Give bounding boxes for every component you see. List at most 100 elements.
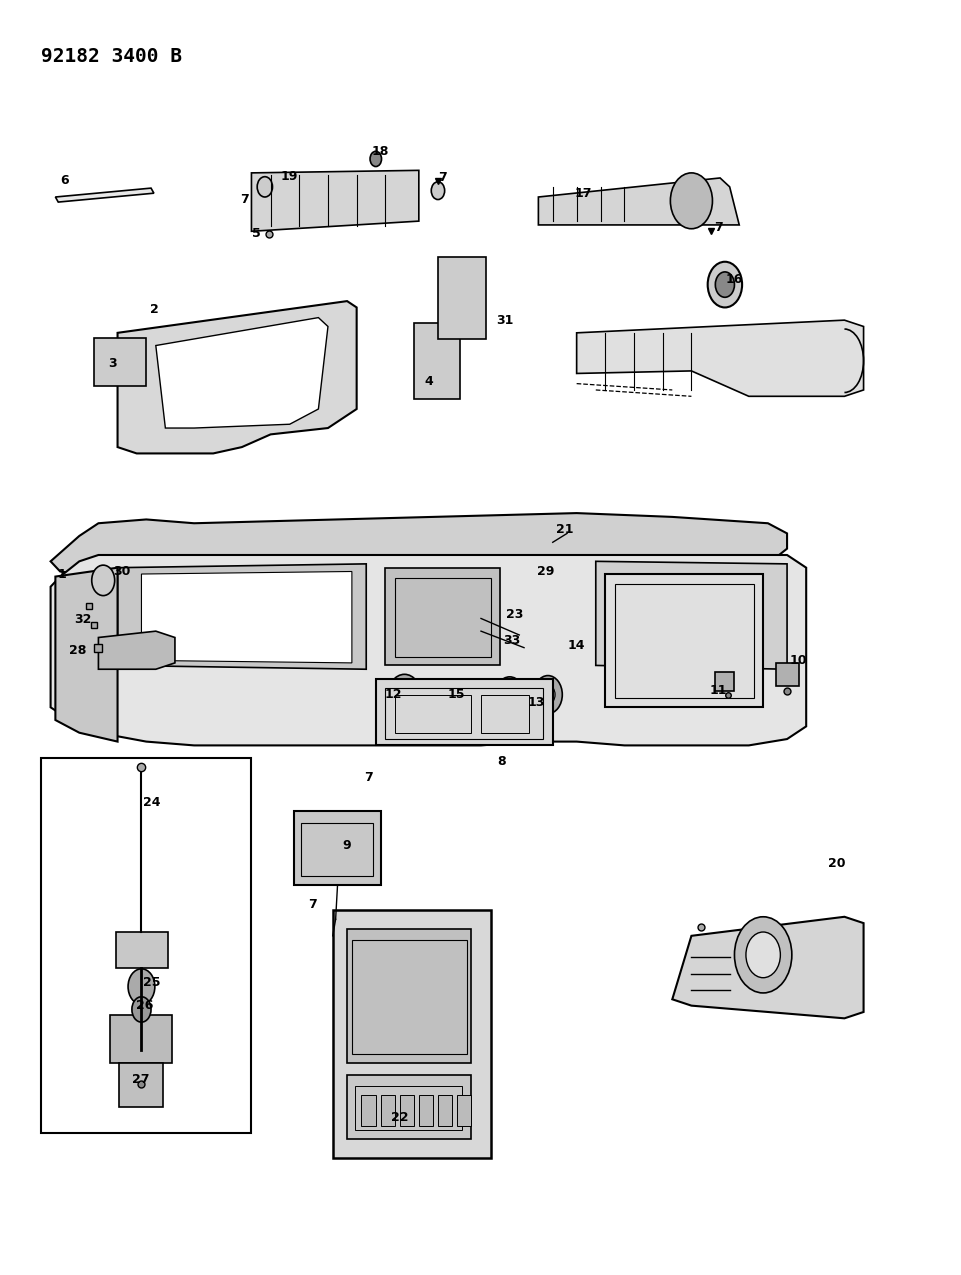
Circle shape (707, 261, 741, 307)
Bar (614, 584, 752, 699)
Text: 7: 7 (363, 770, 372, 784)
Polygon shape (156, 317, 328, 428)
Polygon shape (51, 513, 786, 576)
Polygon shape (385, 567, 500, 666)
Polygon shape (56, 189, 154, 201)
Bar (399, 1094, 413, 1126)
Bar (480, 695, 529, 733)
Polygon shape (117, 301, 357, 454)
Circle shape (670, 173, 712, 228)
Text: 1: 1 (58, 567, 66, 580)
Text: 19: 19 (281, 170, 298, 184)
Text: 6: 6 (61, 173, 69, 187)
Bar (413, 323, 459, 399)
Bar (333, 910, 490, 1158)
Text: 18: 18 (372, 145, 389, 158)
Bar (604, 574, 762, 708)
Circle shape (502, 687, 517, 708)
Text: 22: 22 (390, 1111, 408, 1123)
Text: 28: 28 (68, 644, 86, 657)
Bar (355, 1085, 461, 1130)
Text: 23: 23 (505, 608, 523, 621)
Circle shape (533, 676, 562, 714)
Text: 14: 14 (567, 639, 585, 652)
Circle shape (257, 177, 272, 198)
Bar (418, 1094, 432, 1126)
Circle shape (396, 686, 412, 709)
Text: 11: 11 (708, 685, 727, 697)
Polygon shape (141, 571, 352, 663)
Circle shape (436, 681, 467, 722)
Text: 13: 13 (528, 696, 545, 709)
Text: 7: 7 (308, 898, 317, 910)
Polygon shape (51, 555, 805, 746)
Bar (361, 1094, 376, 1126)
Bar (347, 1075, 471, 1139)
Polygon shape (538, 179, 738, 224)
Bar (381, 1094, 395, 1126)
Bar (110, 1015, 172, 1063)
Text: 25: 25 (143, 977, 160, 989)
Text: 26: 26 (136, 1000, 153, 1012)
Bar (41, 759, 251, 1132)
Bar (376, 680, 553, 746)
Circle shape (715, 272, 733, 297)
Circle shape (91, 565, 114, 595)
Bar (352, 940, 466, 1054)
Text: 8: 8 (497, 755, 505, 769)
Polygon shape (98, 631, 175, 669)
Circle shape (494, 677, 525, 718)
Circle shape (370, 152, 382, 167)
Bar (437, 1094, 452, 1126)
Polygon shape (117, 564, 366, 669)
Text: 5: 5 (252, 227, 260, 240)
Bar (294, 811, 381, 885)
Text: 9: 9 (342, 839, 351, 852)
Bar (385, 688, 543, 739)
Circle shape (540, 685, 554, 704)
Circle shape (387, 674, 421, 720)
Text: 20: 20 (827, 857, 845, 870)
Text: 31: 31 (496, 314, 513, 326)
Text: 15: 15 (447, 688, 464, 701)
Circle shape (431, 182, 444, 200)
Bar (775, 663, 799, 686)
Text: 29: 29 (537, 565, 554, 578)
Polygon shape (251, 171, 418, 231)
Text: 2: 2 (149, 303, 159, 316)
Circle shape (733, 917, 791, 993)
Bar (119, 1063, 162, 1107)
Text: 21: 21 (555, 523, 574, 536)
Text: 7: 7 (240, 193, 249, 207)
Text: 7: 7 (438, 171, 447, 185)
Circle shape (745, 932, 779, 978)
Text: 92182 3400 B: 92182 3400 B (41, 47, 182, 66)
Bar (395, 578, 490, 657)
Text: 16: 16 (725, 273, 743, 286)
Text: 7: 7 (713, 221, 722, 235)
Text: 3: 3 (109, 357, 117, 370)
Bar (115, 932, 168, 968)
Text: 30: 30 (113, 565, 131, 578)
Bar (715, 672, 733, 691)
Text: 33: 33 (503, 634, 520, 646)
Polygon shape (56, 567, 117, 742)
Text: 10: 10 (789, 654, 806, 667)
Text: 4: 4 (424, 375, 432, 388)
Text: 27: 27 (132, 1072, 149, 1086)
Bar (347, 929, 471, 1063)
Text: 24: 24 (143, 796, 160, 810)
Bar (437, 256, 485, 339)
Circle shape (128, 969, 155, 1005)
Bar (301, 822, 373, 876)
Polygon shape (595, 561, 786, 669)
Text: 32: 32 (74, 613, 91, 626)
Circle shape (444, 691, 459, 711)
Text: 17: 17 (574, 186, 591, 200)
Polygon shape (672, 917, 863, 1019)
Bar (395, 695, 471, 733)
Bar (456, 1094, 471, 1126)
Text: 12: 12 (383, 688, 402, 701)
Circle shape (132, 997, 151, 1023)
Polygon shape (576, 320, 863, 397)
